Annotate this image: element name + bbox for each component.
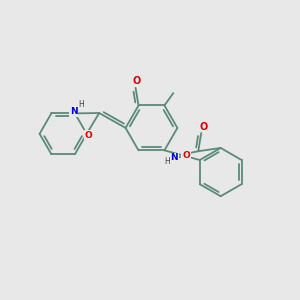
- Text: O: O: [200, 122, 208, 131]
- Text: H: H: [164, 158, 170, 166]
- Text: O: O: [84, 131, 92, 140]
- Text: N: N: [70, 107, 77, 116]
- Text: H: H: [79, 100, 84, 109]
- Text: O: O: [182, 152, 190, 160]
- Text: O: O: [132, 76, 141, 86]
- Text: N: N: [170, 153, 178, 162]
